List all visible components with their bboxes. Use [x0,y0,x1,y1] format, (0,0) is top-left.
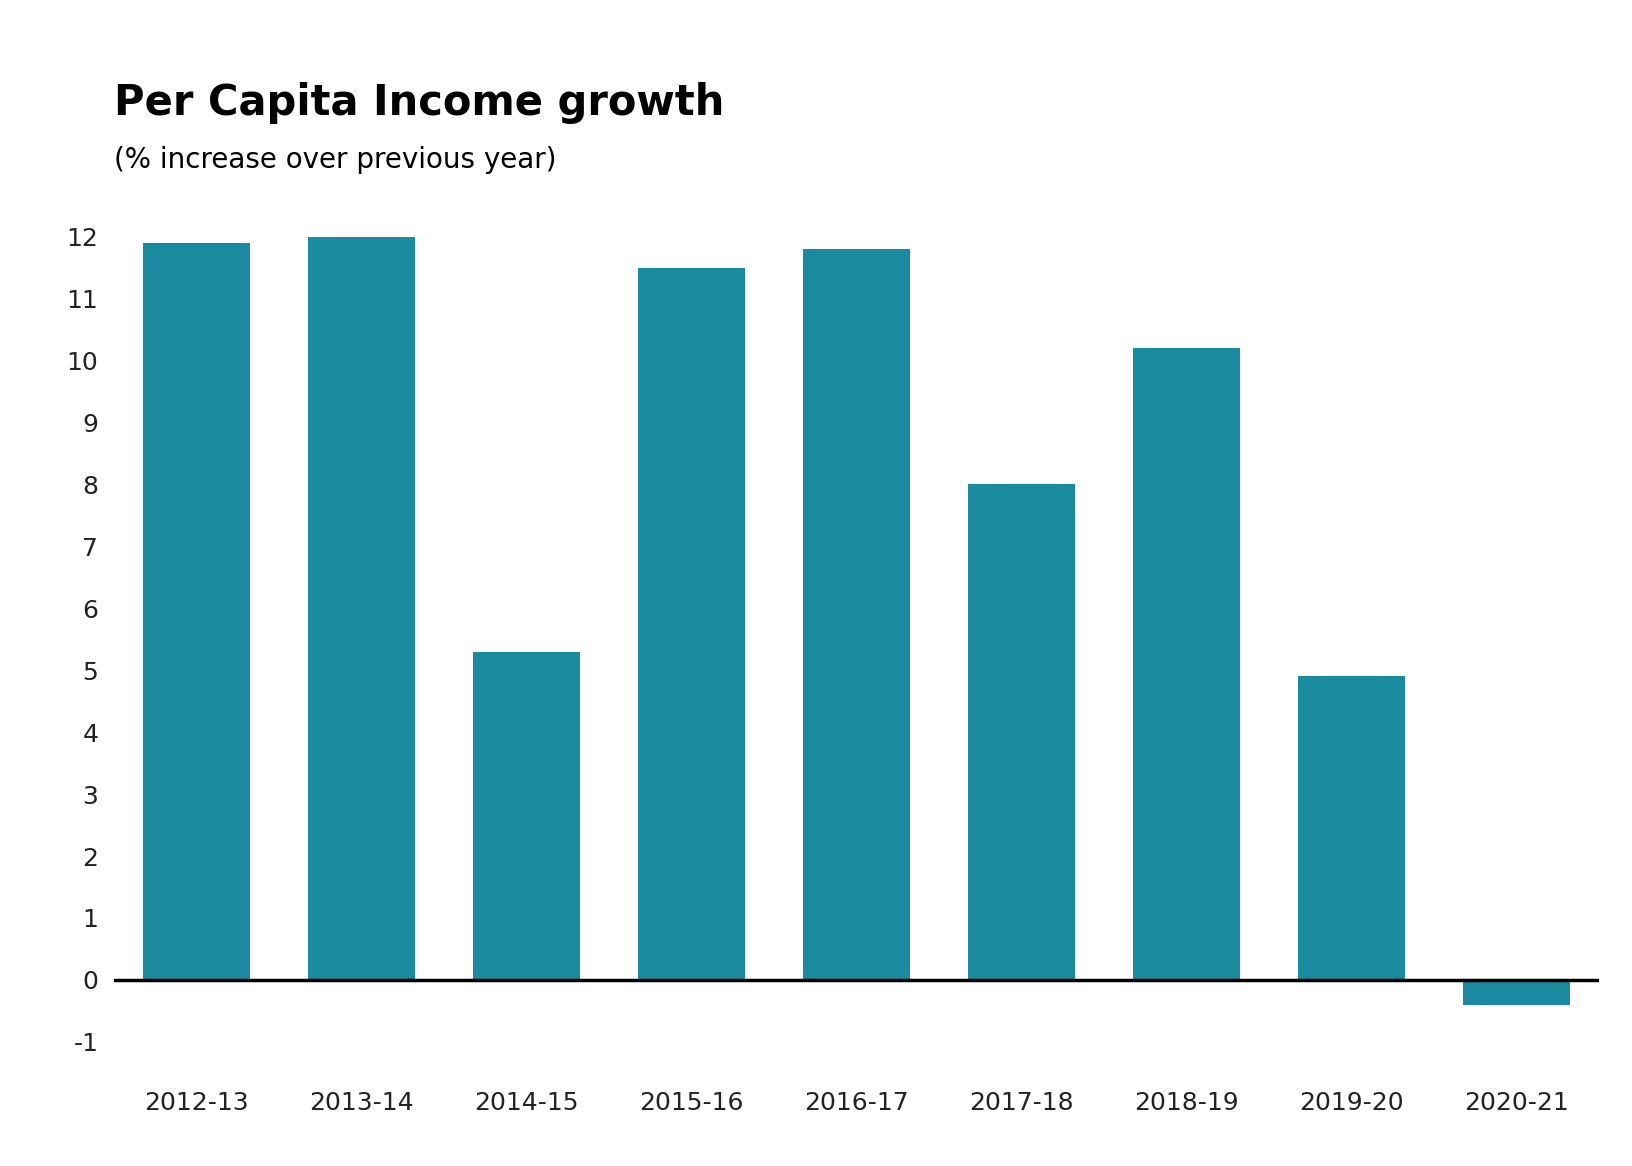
Bar [638,268,746,979]
Bar [968,485,1075,979]
Bar [473,652,581,979]
Text: Per Capita Income growth: Per Capita Income growth [114,82,725,124]
Bar [803,250,911,979]
Bar [1133,349,1240,979]
Bar [1464,979,1570,1005]
Bar [308,237,416,979]
Bar [144,243,250,979]
Bar [1297,676,1405,979]
Text: (% increase over previous year): (% increase over previous year) [114,146,557,174]
